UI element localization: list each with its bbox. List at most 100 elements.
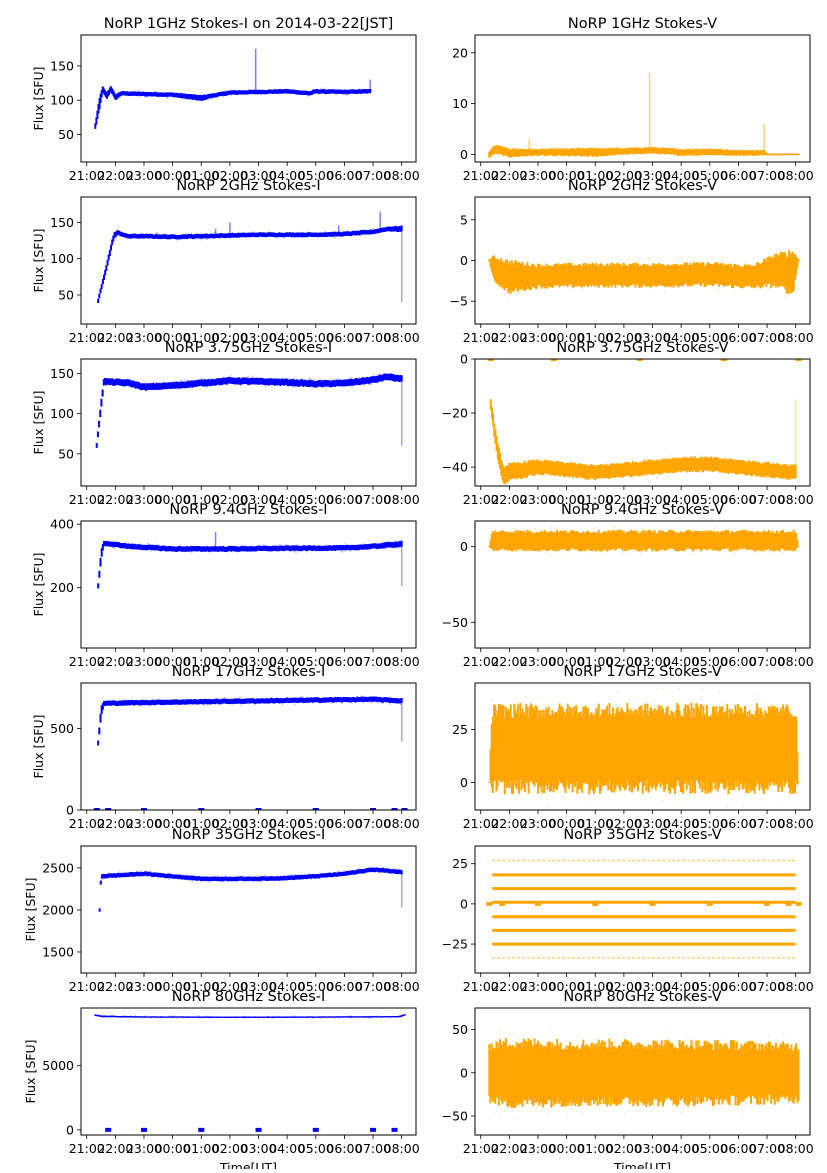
data-point bbox=[677, 285, 679, 287]
data-point bbox=[96, 124, 98, 126]
data-point bbox=[753, 774, 755, 776]
data-point bbox=[731, 727, 733, 729]
data-point bbox=[584, 471, 586, 473]
data-point bbox=[646, 477, 648, 479]
data-point bbox=[744, 263, 746, 265]
data-point bbox=[579, 283, 581, 285]
data-point bbox=[285, 234, 287, 236]
data-point bbox=[279, 93, 281, 95]
data-point bbox=[544, 474, 546, 476]
data-point bbox=[503, 480, 505, 482]
data-point bbox=[350, 92, 352, 94]
data-point bbox=[238, 878, 240, 880]
data-point bbox=[548, 150, 550, 152]
data-point bbox=[154, 384, 156, 386]
data-point bbox=[611, 467, 613, 469]
data-point bbox=[577, 460, 579, 462]
data-point bbox=[296, 544, 298, 546]
data-point bbox=[504, 484, 506, 486]
data-point bbox=[490, 791, 492, 793]
data-point bbox=[357, 549, 359, 551]
data-point bbox=[555, 262, 557, 264]
data-point bbox=[747, 747, 749, 749]
data-point bbox=[197, 233, 199, 235]
data-point bbox=[713, 150, 715, 152]
panel-title: NoRP 1GHz Stokes-V bbox=[568, 16, 717, 32]
data-point bbox=[780, 469, 782, 471]
data-point bbox=[776, 779, 778, 781]
data-point bbox=[514, 154, 516, 156]
data-point bbox=[344, 543, 346, 545]
data-point bbox=[507, 150, 509, 152]
data-point bbox=[294, 382, 296, 384]
data-point bbox=[755, 552, 757, 554]
data-point bbox=[175, 380, 177, 382]
data-point bbox=[170, 550, 172, 552]
data-point bbox=[500, 792, 502, 794]
data-point bbox=[233, 879, 235, 881]
data-point bbox=[230, 702, 232, 704]
data-point bbox=[687, 799, 689, 801]
data-point bbox=[145, 871, 147, 873]
data-point bbox=[198, 98, 200, 100]
panel-2ghz-v: NoRP 2GHz Stokes-V21:0022:0023:0000:0001… bbox=[450, 178, 814, 345]
data-point bbox=[157, 91, 159, 93]
data-point bbox=[117, 876, 119, 878]
data-point bbox=[132, 94, 134, 96]
data-point bbox=[199, 381, 201, 383]
data-point bbox=[349, 873, 351, 875]
data-point bbox=[398, 873, 400, 875]
data-point bbox=[514, 260, 516, 262]
data-point bbox=[365, 696, 367, 698]
data-point bbox=[781, 545, 783, 547]
data-point bbox=[749, 268, 751, 270]
data-point bbox=[605, 266, 607, 268]
data-point bbox=[780, 538, 782, 540]
panel-title: NoRP 17GHz Stokes-V bbox=[563, 664, 721, 680]
y-tick-label: 5 bbox=[460, 212, 468, 227]
data-point bbox=[521, 274, 523, 276]
data-point bbox=[271, 880, 273, 882]
data-point bbox=[521, 475, 523, 477]
x-tick-label: 08:00 bbox=[778, 654, 814, 669]
data-point bbox=[502, 147, 504, 149]
data-point bbox=[500, 720, 502, 722]
data-point bbox=[671, 454, 673, 456]
data-point bbox=[259, 545, 261, 547]
data-point bbox=[723, 536, 725, 538]
data-point bbox=[722, 260, 724, 262]
data-point bbox=[175, 548, 177, 550]
data-point bbox=[295, 874, 297, 876]
data-point bbox=[520, 478, 522, 480]
data-point bbox=[319, 546, 321, 548]
data-point bbox=[382, 703, 384, 705]
data-point bbox=[528, 458, 530, 460]
data-point bbox=[598, 472, 600, 474]
data-point bbox=[778, 471, 780, 473]
axes-frame bbox=[475, 197, 810, 324]
data-point bbox=[505, 274, 507, 276]
data-point bbox=[310, 378, 312, 380]
data-point bbox=[120, 875, 122, 877]
data-point bbox=[380, 374, 382, 376]
data-point bbox=[765, 699, 767, 701]
data-point bbox=[372, 870, 374, 872]
data-point bbox=[654, 468, 656, 470]
data-point bbox=[204, 704, 206, 706]
data-point bbox=[545, 156, 547, 158]
data-point bbox=[329, 699, 331, 701]
data-point bbox=[271, 878, 273, 880]
data-point bbox=[362, 872, 364, 874]
data-point bbox=[748, 151, 750, 153]
data-point bbox=[153, 381, 155, 383]
data-point bbox=[670, 285, 672, 287]
data-point bbox=[331, 232, 333, 234]
data-point bbox=[712, 456, 714, 458]
data-point bbox=[517, 474, 519, 476]
y-tick-label: −5 bbox=[450, 294, 468, 309]
data-point bbox=[270, 232, 272, 234]
y-tick-label: −50 bbox=[442, 615, 468, 630]
data-point bbox=[645, 540, 647, 542]
data-point bbox=[121, 700, 123, 702]
data-point bbox=[526, 551, 528, 553]
